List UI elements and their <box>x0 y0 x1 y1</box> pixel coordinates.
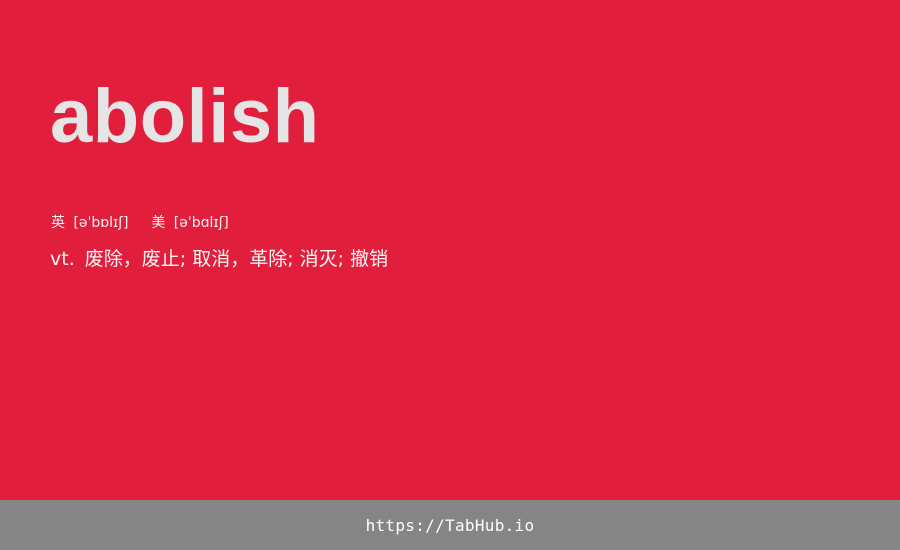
part-of-speech: vt. <box>50 248 75 270</box>
word-card: abolish 英 [əˈbɒlɪʃ] 美 [əˈbɑlɪʃ] vt. 废除，废… <box>50 74 389 273</box>
definition-text: 废除，废止; 取消，革除; 消灭; 撤销 <box>84 248 389 270</box>
pronunciation-row: 英 [əˈbɒlɪʃ] 美 [əˈbɑlɪʃ] <box>51 212 229 234</box>
definition-row: vt. 废除，废止; 取消，革除; 消灭; 撤销 <box>50 245 388 273</box>
uk-phonetic: [əˈbɒlɪʃ] <box>73 215 129 231</box>
us-phonetic: [əˈbɑlɪʃ] <box>173 215 229 231</box>
uk-label: 英 <box>51 215 65 231</box>
footer-bar: https://TabHub.io <box>0 500 900 550</box>
headword: abolish <box>50 74 320 159</box>
tabhub-link[interactable]: https://TabHub.io <box>365 515 535 535</box>
us-label: 美 <box>151 215 166 231</box>
